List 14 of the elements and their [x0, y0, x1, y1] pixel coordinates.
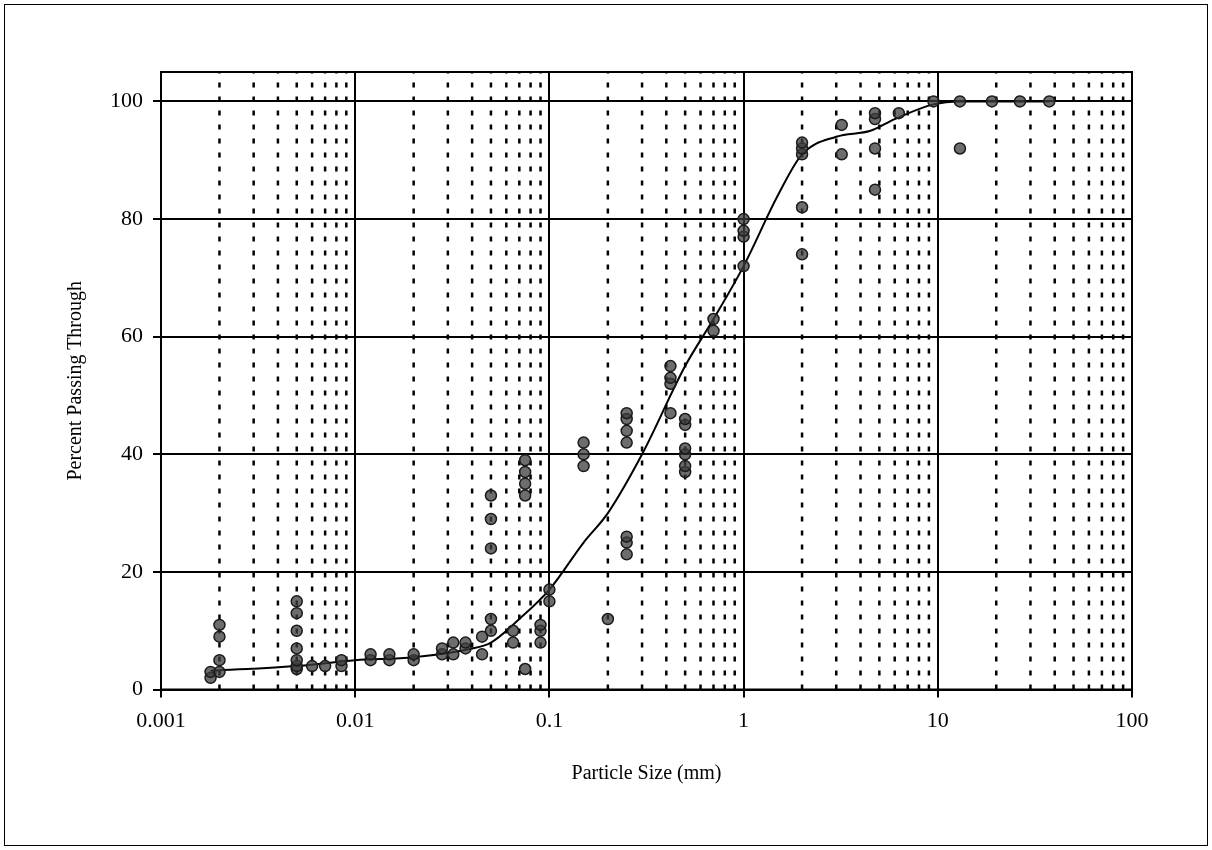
y-tick-label: 100 [110, 87, 143, 113]
x-tick-label: 1 [738, 706, 750, 732]
y-tick-label: 60 [121, 322, 143, 348]
y-axis-title: Percent Passing Through [63, 281, 87, 481]
y-tick-label: 0 [132, 675, 143, 701]
x-tick-label: 0.1 [535, 706, 564, 732]
x-tick-label: 0.001 [136, 706, 186, 732]
x-tick-label: 10 [926, 706, 949, 732]
x-tick-label: 0.01 [335, 706, 375, 732]
y-tick-label: 20 [121, 557, 143, 583]
x-axis-title: Particle Size (mm) [571, 761, 722, 785]
x-tick-label: 100 [1115, 706, 1149, 732]
y-tick-label: 80 [121, 204, 143, 230]
y-tick-label: 40 [121, 440, 143, 466]
